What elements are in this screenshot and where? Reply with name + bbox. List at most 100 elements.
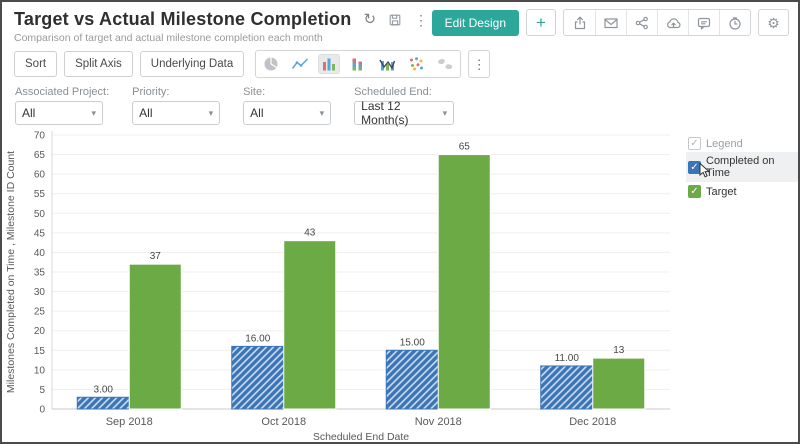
y-tick-label: 20 xyxy=(34,326,46,337)
bar-completed[interactable] xyxy=(540,365,594,410)
legend-item[interactable]: ✓ Target xyxy=(686,182,798,201)
filter-label: Site: xyxy=(243,86,266,98)
more-chart-types-button[interactable]: ⋮ xyxy=(468,50,491,78)
bar-value-label: 3.00 xyxy=(94,384,114,395)
x-tick-label: Oct 2018 xyxy=(261,416,306,428)
site-select[interactable]: All ▾ xyxy=(243,101,332,125)
legend-checkbox[interactable]: ✓ xyxy=(688,160,701,174)
filter-value: All xyxy=(139,106,153,120)
filter-scheduled-end: Scheduled End: Last 12 Month(s) ▾ xyxy=(354,86,455,127)
filter-associated-project: Associated Project: All ▾ xyxy=(15,86,109,125)
split-axis-button[interactable]: Split Axis xyxy=(64,51,133,77)
y-tick-label: 0 xyxy=(39,405,45,416)
sort-button[interactable]: Sort xyxy=(14,51,58,77)
bar-completed[interactable] xyxy=(76,396,130,410)
page-title: Target vs Actual Milestone Completion xyxy=(14,9,352,29)
bar-value-label: 13 xyxy=(613,345,625,356)
legend-item-label: Target xyxy=(706,185,737,198)
x-tick-label: Dec 2018 xyxy=(569,416,616,428)
chevron-down-icon: ▾ xyxy=(319,107,325,118)
stacked-bar-chart-icon[interactable] xyxy=(348,55,368,73)
legend-item-label: Completed on Time xyxy=(706,155,775,179)
header: Target vs Actual Milestone Completion ↻ … xyxy=(2,2,798,44)
map-chart-icon[interactable] xyxy=(435,55,455,73)
refresh-icon[interactable]: ↻ xyxy=(363,11,377,28)
filter-value: All xyxy=(22,106,36,120)
chevron-down-icon: ▾ xyxy=(442,107,448,118)
scheduled-end-select[interactable]: Last 12 Month(s) ▾ xyxy=(354,99,455,127)
y-tick-label: 55 xyxy=(34,189,46,200)
x-tick-label: Nov 2018 xyxy=(415,416,462,428)
legend-panel: ✓ Legend ✓ Completed on Time ✓ Target xyxy=(686,127,798,442)
x-axis-title: Scheduled End Date xyxy=(313,431,409,443)
line-chart-icon[interactable] xyxy=(290,55,310,73)
chevron-down-icon: ▾ xyxy=(208,107,214,118)
publish-cloud-icon[interactable] xyxy=(657,10,688,35)
filter-priority: Priority: All ▾ xyxy=(132,86,221,125)
bar-chart[interactable]: 0 5 10 15 20 25 30 35 40 45 50 55 60 65 70 Sep 2018 3.00… xyxy=(2,127,686,444)
y-tick-label: 45 xyxy=(34,228,46,239)
header-actions: Edit Design + xyxy=(431,9,789,36)
y-tick-label: 60 xyxy=(34,170,46,181)
gear-icon: ⚙ xyxy=(767,14,780,31)
legend-checkbox[interactable]: ✓ xyxy=(688,185,701,198)
filter-label: Scheduled End: xyxy=(354,86,432,98)
bar-value-label: 43 xyxy=(304,228,316,239)
bar-target[interactable] xyxy=(283,240,337,410)
toolbar: Sort Split Axis Underlying Data xyxy=(14,50,798,78)
filter-value: All xyxy=(250,106,264,120)
bar-value-label: 37 xyxy=(150,251,162,262)
bar-completed[interactable] xyxy=(231,345,285,410)
priority-select[interactable]: All ▾ xyxy=(132,101,221,125)
edit-design-button[interactable]: Edit Design xyxy=(431,9,519,36)
y-tick-label: 15 xyxy=(34,346,46,357)
alert-icon[interactable] xyxy=(719,10,750,35)
bar-value-label: 15.00 xyxy=(400,337,425,348)
bar-target[interactable] xyxy=(592,357,646,410)
x-tick-label: Sep 2018 xyxy=(106,416,153,428)
filter-site: Site: All ▾ xyxy=(243,86,332,125)
add-button[interactable]: + xyxy=(526,9,556,36)
save-icon[interactable] xyxy=(388,13,402,27)
filter-label: Priority: xyxy=(132,86,170,98)
legend-title: Legend xyxy=(706,137,743,150)
export-icon[interactable] xyxy=(564,10,595,35)
y-tick-label: 35 xyxy=(34,268,46,279)
chart-type-strip xyxy=(255,50,462,78)
bar-value-label: 11.00 xyxy=(555,353,580,364)
pie-chart-icon[interactable] xyxy=(261,55,281,73)
y-tick-label: 25 xyxy=(34,307,46,318)
y-axis-title: Milestones Completed on Time , Milestone… xyxy=(5,151,17,393)
y-tick-label: 70 xyxy=(34,131,46,142)
bar-chart-icon[interactable] xyxy=(318,54,341,74)
bar-target[interactable] xyxy=(128,263,182,410)
email-icon[interactable] xyxy=(595,10,626,35)
scatter-chart-icon[interactable] xyxy=(406,55,426,73)
bar-value-label: 16.00 xyxy=(245,333,270,344)
page-subtitle: Comparison of target and actual mileston… xyxy=(14,32,323,44)
chevron-down-icon: ▾ xyxy=(91,107,96,118)
y-tick-label: 10 xyxy=(34,365,46,376)
more-menu-icon[interactable]: ⋮ xyxy=(414,11,429,28)
y-tick-label: 65 xyxy=(34,150,46,161)
filter-label: Associated Project: xyxy=(15,86,110,98)
y-tick-label: 5 xyxy=(39,385,45,396)
chart-area: 0 5 10 15 20 25 30 35 40 45 50 55 60 65 70 Sep 2018 3.00… xyxy=(2,127,798,444)
filter-bar: Associated Project: All ▾ Priority: All … xyxy=(15,86,798,127)
legend-master-checkbox[interactable]: ✓ xyxy=(688,137,701,150)
legend-header[interactable]: ✓ Legend xyxy=(686,135,798,152)
y-tick-label: 30 xyxy=(34,287,46,298)
share-icon[interactable] xyxy=(626,10,657,35)
settings-button[interactable]: ⚙ xyxy=(758,9,789,36)
action-icon-group xyxy=(563,9,751,36)
mouse-cursor-icon xyxy=(699,163,711,178)
associated-project-select[interactable]: All ▾ xyxy=(15,101,103,125)
combo-chart-icon[interactable] xyxy=(377,55,397,73)
bar-target[interactable] xyxy=(437,154,491,410)
underlying-data-button[interactable]: Underlying Data xyxy=(139,51,245,77)
bar-completed[interactable] xyxy=(385,349,439,410)
y-tick-label: 40 xyxy=(34,248,46,259)
bar-value-label: 65 xyxy=(459,142,471,153)
comment-icon[interactable] xyxy=(688,10,719,35)
